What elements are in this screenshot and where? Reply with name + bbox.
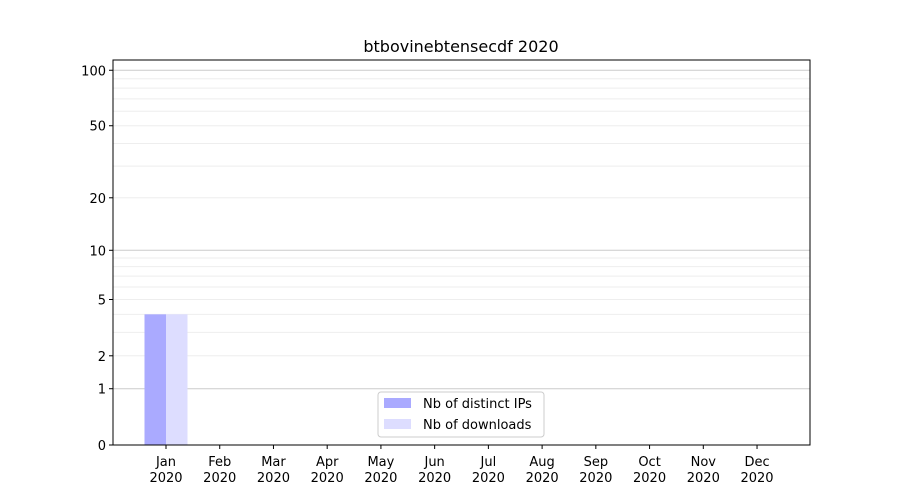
y-tick-label: 5	[98, 294, 106, 309]
y-tick-label: 0	[98, 439, 106, 454]
y-tick-label: 100	[81, 64, 106, 79]
x-tick-label: Mar 2020	[257, 455, 290, 486]
x-tick-label: Oct 2020	[633, 455, 666, 486]
y-tick-label: 20	[89, 192, 106, 207]
axes-frame	[112, 59, 811, 446]
x-tick-label: Apr 2020	[311, 455, 344, 486]
x-tick-label: Feb 2020	[203, 455, 236, 486]
bar-downloads	[166, 314, 188, 445]
legend-box	[377, 391, 545, 438]
legend-label: Nb of downloads	[423, 418, 532, 433]
y-tick-label: 50	[89, 120, 106, 135]
x-tick-label: May 2020	[364, 455, 397, 486]
x-tick-label: Dec 2020	[740, 455, 773, 486]
y-tick-label: 2	[98, 350, 106, 365]
x-tick-label: Jun 2020	[418, 455, 451, 486]
chart-title: btbovinebtensecdf 2020	[363, 37, 558, 56]
legend: Nb of distinct IPs Nb of downloads	[377, 391, 545, 438]
bar-distinct-ips	[144, 314, 166, 445]
y-tick-label: 1	[98, 383, 106, 398]
x-tick-label: Jan 2020	[149, 455, 182, 486]
legend-swatch	[384, 398, 411, 408]
x-tick-label: Nov 2020	[687, 455, 720, 486]
legend-label: Nb of distinct IPs	[423, 397, 532, 412]
x-tick-label: Jul 2020	[472, 455, 505, 486]
x-tick-label: Sep 2020	[579, 455, 612, 486]
y-tick-label: 10	[89, 244, 106, 259]
x-tick-label: Aug 2020	[526, 455, 559, 486]
legend-swatch	[384, 419, 411, 429]
